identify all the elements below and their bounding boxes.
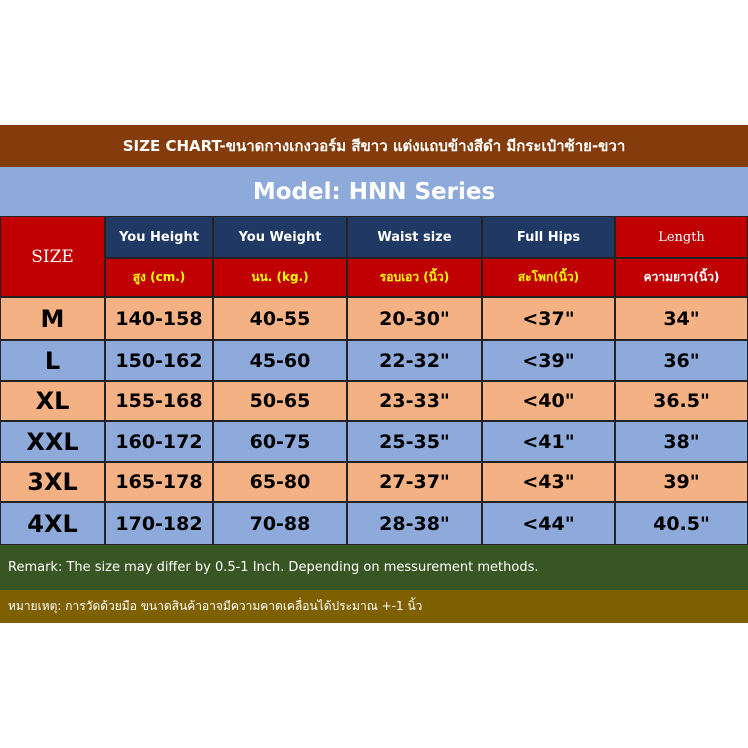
table-cell: 22-32" <box>347 340 482 381</box>
table-cell: <44" <box>482 502 615 545</box>
column-header: Length <box>615 216 748 258</box>
table-cell: 60-75 <box>213 421 347 462</box>
table-cell: 36.5" <box>615 381 748 421</box>
column-subheader: รอบเอว (นิ้ว) <box>347 258 482 297</box>
table-cell: 36" <box>615 340 748 381</box>
table-cell: 45-60 <box>213 340 347 381</box>
table-cell: <41" <box>482 421 615 462</box>
table-cell: 170-182 <box>105 502 213 545</box>
title-banner: SIZE CHART-ขนาดกางเกงวอร์ม สีขาว แต่งแถบ… <box>0 125 748 167</box>
table-cell: 38" <box>615 421 748 462</box>
size-cell: M <box>0 297 105 340</box>
table-cell: 28-38" <box>347 502 482 545</box>
table-cell: <39" <box>482 340 615 381</box>
size-cell: 3XL <box>0 462 105 502</box>
size-cell: XXL <box>0 421 105 462</box>
size-cell: L <box>0 340 105 381</box>
table-cell: 40-55 <box>213 297 347 340</box>
table-cell: <37" <box>482 297 615 340</box>
table-cell: 23-33" <box>347 381 482 421</box>
remark: Remark: The size may differ by 0.5-1 Inc… <box>0 545 748 590</box>
size-header: SIZE <box>0 216 105 297</box>
table-cell: 70-88 <box>213 502 347 545</box>
table-cell: 140-158 <box>105 297 213 340</box>
column-header: Waist size <box>347 216 482 258</box>
note: หมายเหตุ: การวัดด้วยมือ ขนาดสินค้าอาจมีค… <box>0 590 748 623</box>
column-header: You Weight <box>213 216 347 258</box>
column-subheader: ความยาว(นิ้ว) <box>615 258 748 297</box>
table-cell: 155-168 <box>105 381 213 421</box>
table-cell: 34" <box>615 297 748 340</box>
column-header: Full Hips <box>482 216 615 258</box>
table-cell: 165-178 <box>105 462 213 502</box>
table-cell: 27-37" <box>347 462 482 502</box>
table-cell: <40" <box>482 381 615 421</box>
column-subheader: สะโพก(นิ้ว) <box>482 258 615 297</box>
table-cell: 160-172 <box>105 421 213 462</box>
table-cell: 20-30" <box>347 297 482 340</box>
column-header: You Height <box>105 216 213 258</box>
table-cell: 39" <box>615 462 748 502</box>
table-cell: 50-65 <box>213 381 347 421</box>
model-banner: Model: HNN Series <box>0 167 748 216</box>
column-subheader: สูง (cm.) <box>105 258 213 297</box>
table-cell: 25-35" <box>347 421 482 462</box>
column-subheader: นน. (kg.) <box>213 258 347 297</box>
table-cell: 65-80 <box>213 462 347 502</box>
size-cell: 4XL <box>0 502 105 545</box>
table-cell: 40.5" <box>615 502 748 545</box>
size-cell: XL <box>0 381 105 421</box>
table-cell: <43" <box>482 462 615 502</box>
table-cell: 150-162 <box>105 340 213 381</box>
